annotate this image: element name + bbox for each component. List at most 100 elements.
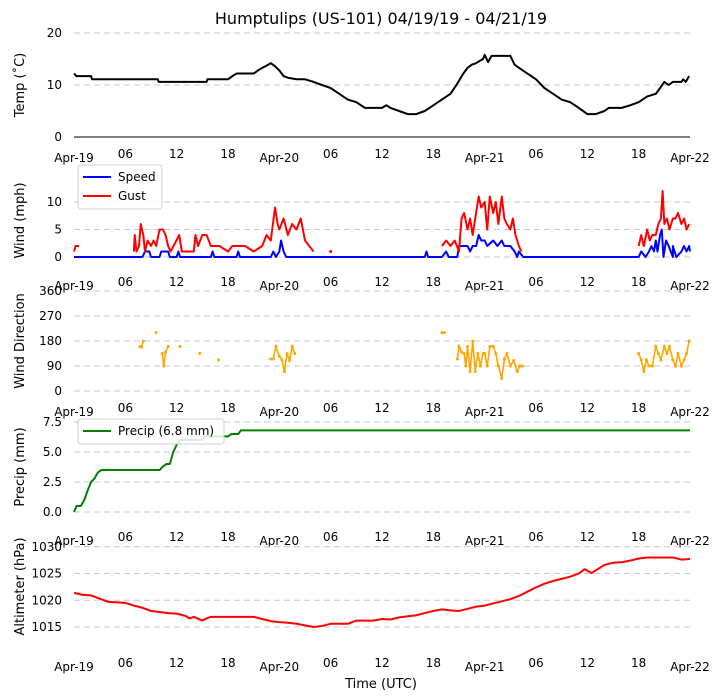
x-tick-label: 12 xyxy=(374,530,389,544)
x-tick-label: 18 xyxy=(631,147,646,161)
legend: Precip (6.8 mm) xyxy=(77,418,225,445)
data-point xyxy=(679,364,683,368)
data-point xyxy=(485,364,489,368)
data-point xyxy=(665,352,669,355)
y-tick-label: 180 xyxy=(39,334,62,348)
y-tick-label: 1015 xyxy=(31,620,62,634)
x-tick-label: Apr-21 xyxy=(465,660,505,674)
y-axis-label: Wind (mph) xyxy=(13,182,28,258)
x-tick-label: 18 xyxy=(426,275,441,289)
series-line-precip-6-8-mm- xyxy=(73,429,690,513)
x-tick-label: 06 xyxy=(118,401,133,415)
x-tick-label: Apr-19 xyxy=(54,151,94,165)
data-point xyxy=(290,345,294,349)
data-point xyxy=(140,345,144,349)
y-axis-label: Temp (˚C) xyxy=(12,53,28,119)
x-tick-label: 06 xyxy=(323,147,338,161)
data-point xyxy=(141,339,145,343)
y-tick-label: 0 xyxy=(54,250,62,264)
data-point xyxy=(488,345,492,349)
data-point xyxy=(198,352,202,355)
data-point xyxy=(471,339,475,343)
legend-box xyxy=(77,418,225,445)
data-point xyxy=(491,345,495,349)
data-point xyxy=(662,345,666,349)
data-point xyxy=(462,352,466,355)
x-tick-label: 18 xyxy=(631,401,646,415)
data-point xyxy=(508,364,512,368)
data-point xyxy=(500,377,504,380)
data-point xyxy=(483,352,487,355)
y-tick-label: 7.5 xyxy=(43,415,62,429)
x-tick-label: 18 xyxy=(220,275,235,289)
data-point xyxy=(164,350,168,354)
x-tick-label: 12 xyxy=(169,656,184,670)
x-tick-label: 06 xyxy=(528,401,543,415)
data-point xyxy=(285,352,289,355)
data-point xyxy=(280,358,284,362)
y-tick-label: 360 xyxy=(39,284,62,298)
x-tick-label: 06 xyxy=(323,530,338,544)
series-line-direction xyxy=(161,346,169,367)
series-line-gust xyxy=(637,190,691,247)
data-point xyxy=(687,339,691,343)
y-tick-label: 90 xyxy=(47,359,62,373)
data-point xyxy=(162,364,166,368)
data-point xyxy=(468,370,472,374)
series-line-speed xyxy=(74,228,691,258)
x-tick-label: 18 xyxy=(220,401,235,415)
x-tick-label: 18 xyxy=(426,147,441,161)
x-tick-label: Apr-20 xyxy=(260,279,300,293)
data-point xyxy=(277,354,281,358)
data-point xyxy=(329,250,333,253)
series-line-direction xyxy=(456,340,523,379)
x-tick-label: 12 xyxy=(580,656,595,670)
x-tick-label: 06 xyxy=(118,656,133,670)
data-point xyxy=(293,352,297,355)
x-tick-label: Apr-20 xyxy=(260,534,300,548)
x-tick-label: 18 xyxy=(426,656,441,670)
data-point xyxy=(647,364,651,368)
legend-label: Precip (6.8 mm) xyxy=(118,424,214,438)
series-line-gust xyxy=(132,206,315,253)
x-tick-label: 06 xyxy=(528,530,543,544)
data-point xyxy=(274,345,278,349)
x-tick-label: 18 xyxy=(220,656,235,670)
y-tick-label: 5.0 xyxy=(43,445,62,459)
data-point xyxy=(520,364,524,368)
legend-label: Speed xyxy=(118,170,156,184)
data-point xyxy=(644,358,648,362)
data-point xyxy=(685,352,689,355)
chart-title: Humptulips (US-101) 04/19/19 - 04/21/19 xyxy=(215,9,547,28)
data-point xyxy=(476,352,480,355)
y-tick-label: 0.0 xyxy=(43,505,62,519)
x-tick-label: 06 xyxy=(528,147,543,161)
series-line-gust xyxy=(73,245,80,252)
data-point xyxy=(154,331,158,335)
data-point xyxy=(166,345,170,349)
x-tick-label: 12 xyxy=(169,275,184,289)
x-tick-label: 18 xyxy=(220,147,235,161)
y-tick-label: 2.5 xyxy=(43,475,62,489)
x-tick-label: Apr-21 xyxy=(465,534,505,548)
data-point xyxy=(676,352,680,355)
y-tick-label: 20 xyxy=(47,26,62,40)
x-tick-label: Apr-22 xyxy=(670,534,710,548)
data-point xyxy=(457,345,461,349)
x-tick-label: 06 xyxy=(118,530,133,544)
x-tick-label: 12 xyxy=(580,530,595,544)
y-tick-label: 10 xyxy=(47,195,62,209)
panel-temp: 0 10 20 Temp (˚C) Apr-19 06 12 18 Apr-20 06 12 18 Ap… xyxy=(12,26,710,165)
x-tick-label: Apr-19 xyxy=(54,660,94,674)
x-tick-label: Apr-22 xyxy=(670,151,710,165)
x-tick-label: 12 xyxy=(169,530,184,544)
data-point xyxy=(288,358,292,362)
data-point xyxy=(671,358,675,362)
data-point xyxy=(478,364,482,368)
x-tick-label: 12 xyxy=(580,401,595,415)
data-point xyxy=(512,358,516,362)
data-point xyxy=(271,357,275,361)
x-tick-label: 06 xyxy=(323,656,338,670)
x-tick-label: 12 xyxy=(169,401,184,415)
x-tick-label: 18 xyxy=(631,656,646,670)
